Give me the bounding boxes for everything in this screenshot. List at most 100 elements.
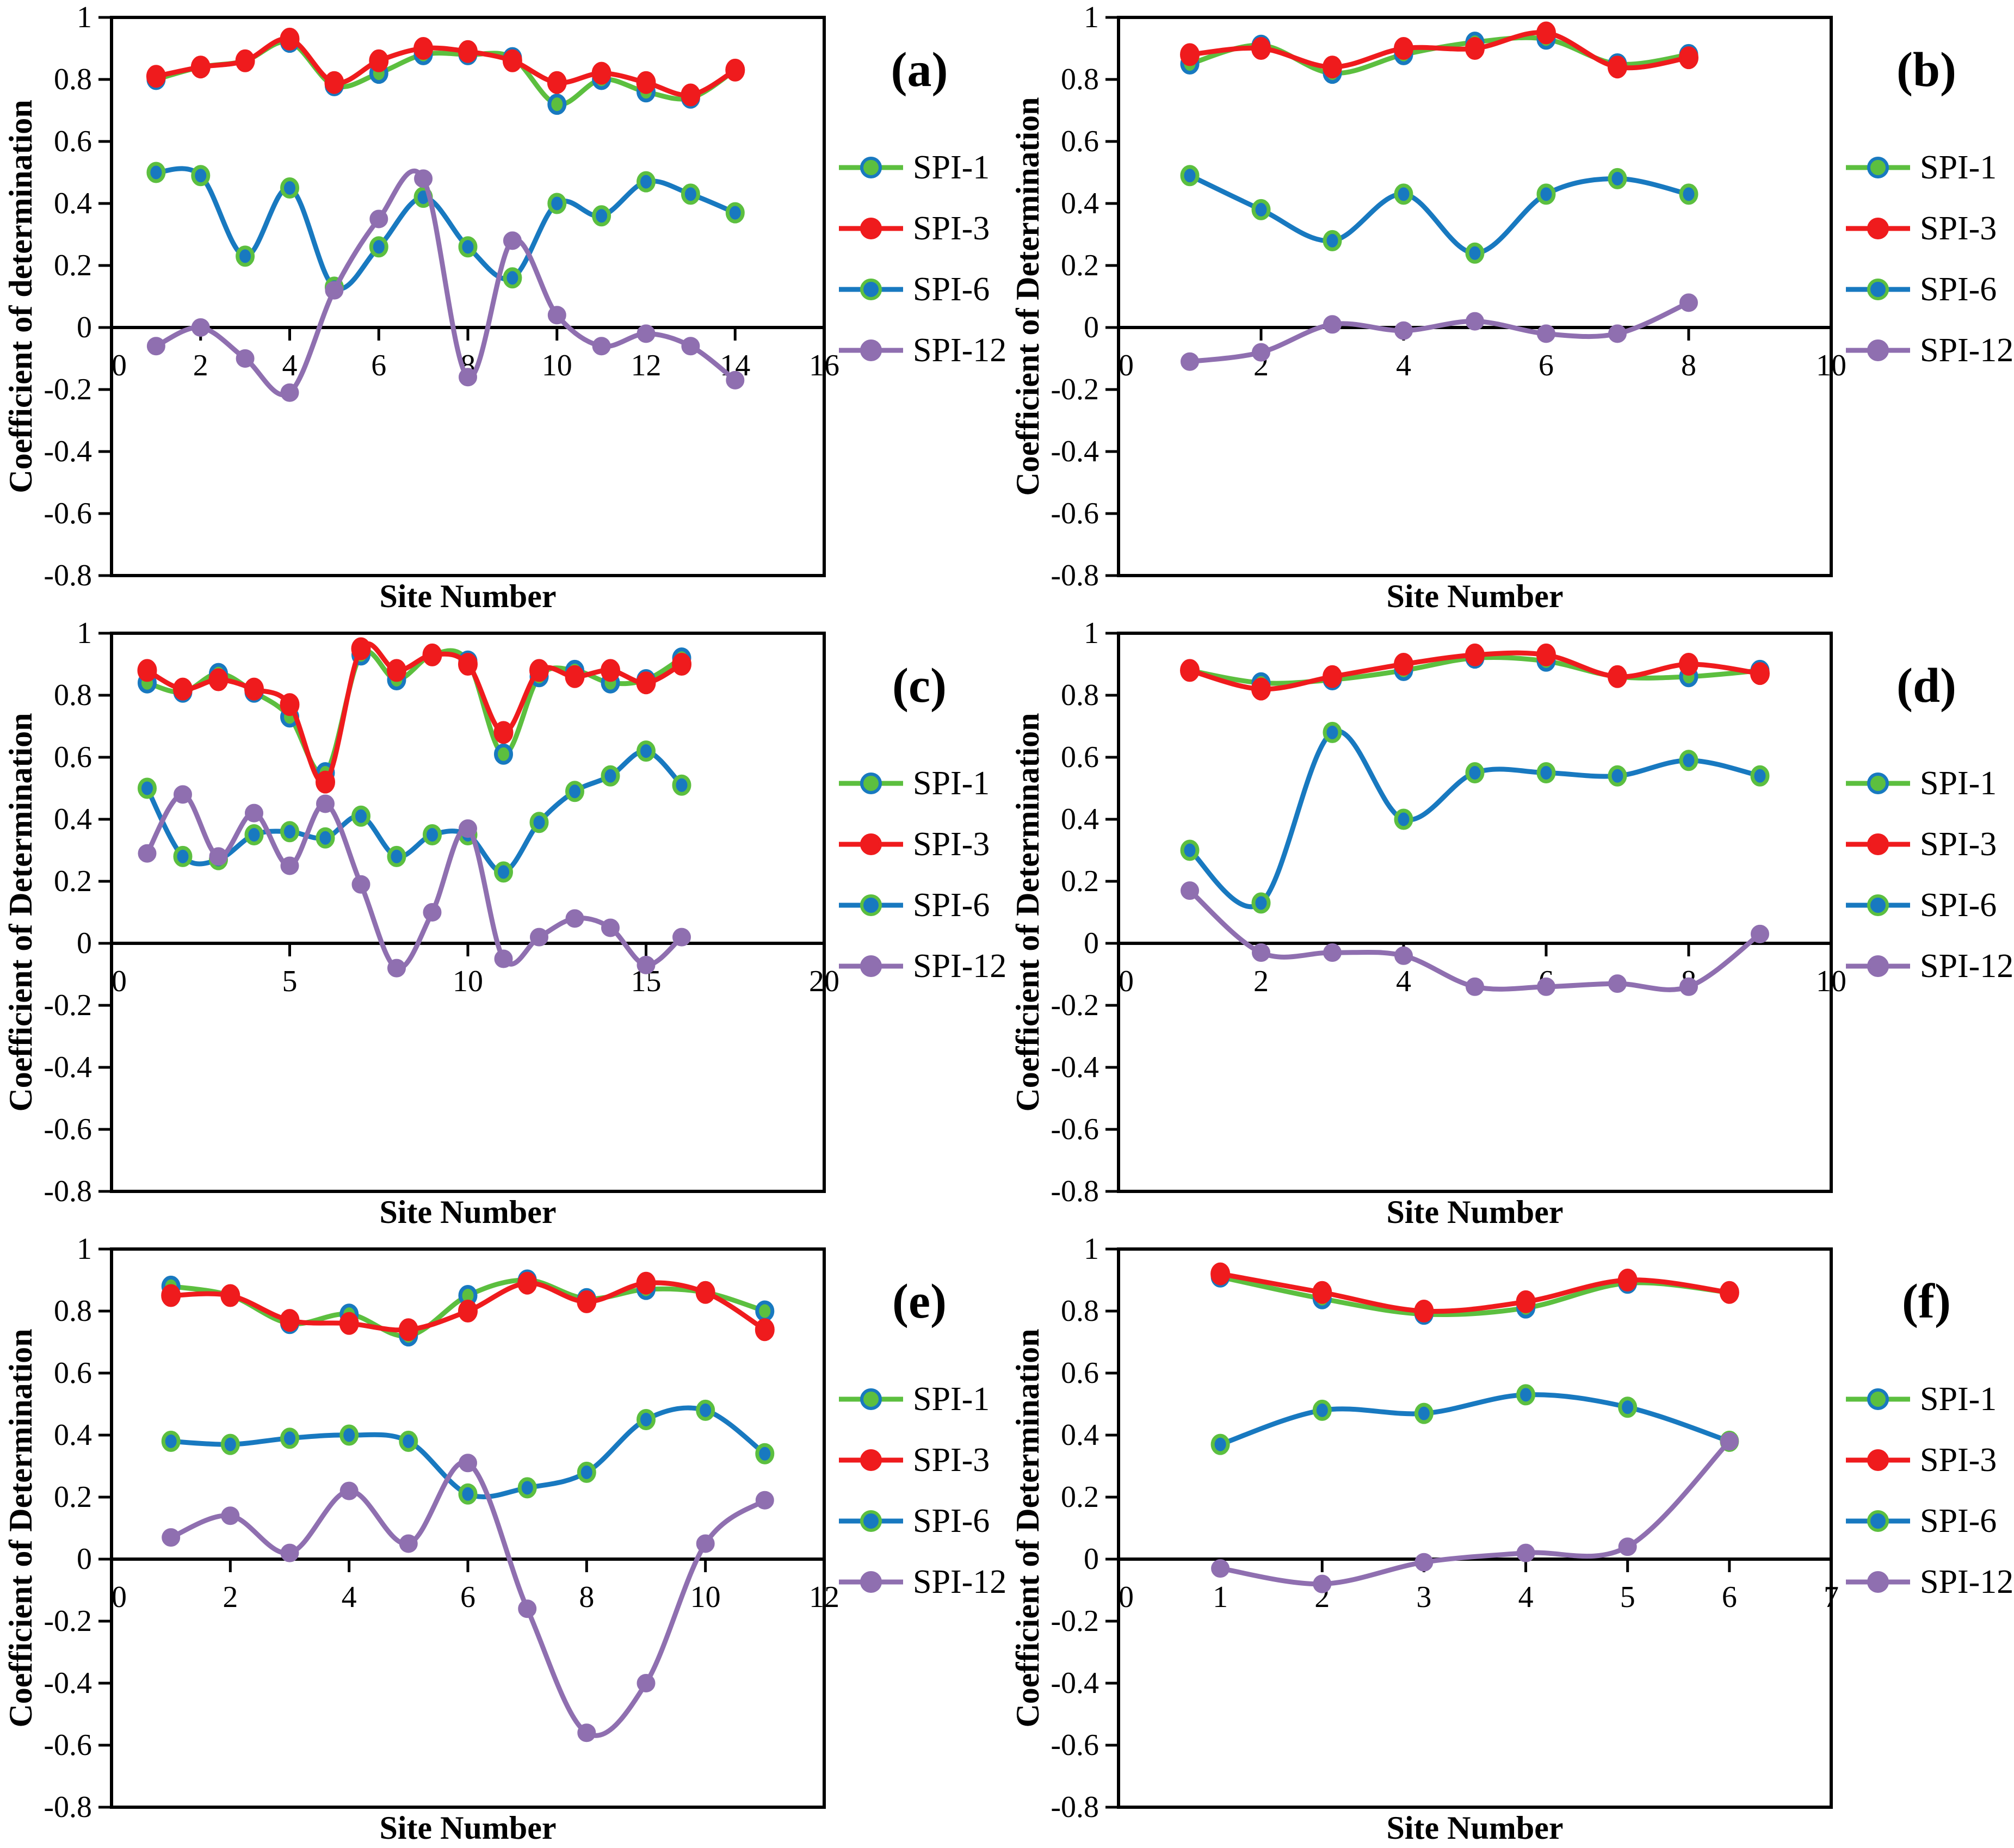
y-tick-label: -0.2 — [1051, 373, 1099, 406]
spi-6-marker — [1536, 762, 1556, 783]
y-tick-label: 0.4 — [1061, 187, 1099, 220]
spi-3-marker — [235, 49, 255, 72]
legend-marker-swatch — [1867, 157, 1889, 178]
spi-3-marker — [208, 668, 228, 691]
legend-marker-swatch — [860, 1388, 882, 1410]
spi-3-marker — [146, 65, 166, 88]
spi-3-marker — [577, 1290, 597, 1313]
spi-12-marker — [637, 955, 656, 974]
x-tick-label: 0 — [112, 1580, 127, 1614]
y-tick-label: 0.8 — [1061, 678, 1099, 712]
spi-12-marker — [459, 819, 477, 838]
legend-item-spi-6: SPI-6 — [839, 271, 990, 308]
legend-marker-swatch — [860, 1510, 882, 1532]
legend-item-spi-6: SPI-6 — [1846, 271, 1997, 308]
y-tick-label: -0.4 — [44, 1666, 92, 1700]
spi-3-marker — [220, 1284, 240, 1307]
spi-12-marker — [1608, 324, 1627, 343]
spi-3-marker — [547, 71, 567, 94]
spi-12-marker — [1608, 974, 1627, 993]
x-tick-label: 20 — [809, 965, 839, 998]
spi-3-marker — [1536, 643, 1556, 666]
spi-3-marker — [1679, 653, 1698, 676]
plot-border — [110, 632, 826, 1193]
spi-3-marker — [1414, 1300, 1434, 1322]
panel-label-e: (e) — [892, 1275, 947, 1328]
legend-marker-swatch — [860, 339, 882, 361]
spi-12-marker — [245, 804, 263, 823]
spi-6-marker — [529, 812, 549, 833]
spi-12-marker — [399, 1534, 418, 1553]
spi-1-marker — [494, 743, 513, 765]
y-tick-label: 1 — [1084, 1, 1099, 34]
spi-12-marker — [530, 928, 548, 947]
y-tick-label: 1 — [77, 1, 92, 34]
legend-item-spi-6: SPI-6 — [839, 887, 990, 924]
legend-label: SPI-1 — [913, 149, 990, 186]
spi-12-marker — [1618, 1537, 1637, 1556]
panel-label-b: (b) — [1896, 43, 1956, 97]
spi-6-marker — [1618, 1396, 1638, 1418]
x-tick-label: 6 — [1722, 1580, 1737, 1614]
spi-6-marker — [681, 183, 700, 205]
x-axis-title: Site Number — [1387, 1194, 1564, 1230]
x-tick-label: 0 — [112, 349, 127, 382]
y-tick-label: 0.6 — [54, 125, 92, 158]
legend-item-spi-12: SPI-12 — [1846, 1563, 2013, 1600]
x-tick-label: 5 — [282, 965, 298, 998]
y-tick-label: 0.4 — [1061, 802, 1099, 836]
spi-3-marker — [351, 637, 371, 660]
spi-12-line — [1187, 888, 1763, 992]
legend-label: SPI-12 — [913, 948, 1006, 985]
spi-3-marker — [137, 659, 157, 682]
x-tick-label: 0 — [1119, 965, 1134, 998]
spi-6-marker — [280, 1427, 299, 1449]
spi-3-marker — [636, 671, 656, 695]
legend-item-spi-12: SPI-12 — [839, 948, 1006, 985]
spi-12-marker — [387, 959, 406, 978]
spi-6-marker — [565, 781, 584, 802]
spi-6-marker — [1180, 839, 1200, 861]
spi-6-marker — [696, 1399, 715, 1421]
spi-3-marker — [1516, 1290, 1536, 1313]
spi-3-marker — [529, 659, 549, 682]
spi-12-marker — [1181, 352, 1199, 371]
x-tick-label: 12 — [809, 1580, 839, 1614]
spi-12-line — [1218, 1438, 1732, 1587]
spi-3-marker — [413, 37, 434, 60]
spi-6-marker — [138, 777, 157, 799]
legend-marker-swatch — [1867, 833, 1889, 855]
panel-b: 1 0.8 0.6 0.4 0.2 0 -0.2 -0.4 -0.6 -0.8 0 2 4 6 8 10 Sit… — [1007, 0, 2014, 616]
spi-3-marker — [324, 71, 344, 94]
y-tick-label: -0.6 — [1051, 1728, 1099, 1762]
spi-3-marker — [422, 643, 442, 666]
plot-border — [1117, 1247, 1833, 1809]
legend-label: SPI-3 — [913, 1442, 990, 1479]
legend-item-spi-12: SPI-12 — [1846, 948, 2013, 985]
legend-label: SPI-1 — [1920, 1381, 1997, 1418]
y-tick-label: -0.2 — [44, 373, 92, 406]
spi-12-marker — [236, 349, 255, 368]
spi-6-marker — [1312, 1399, 1332, 1421]
spi-6-marker — [577, 1461, 596, 1483]
legend-label: SPI-12 — [1920, 332, 2013, 369]
plot-border — [1117, 16, 1833, 577]
spi-6-marker — [339, 1424, 359, 1446]
spi-12-marker — [1211, 1559, 1230, 1578]
spi-12-marker — [681, 337, 700, 356]
spi-12-marker — [1414, 1553, 1434, 1572]
spi-12-marker — [503, 231, 522, 250]
legend-label: SPI-12 — [913, 1563, 1006, 1600]
x-tick-label: 10 — [453, 965, 483, 998]
spi-12-marker — [369, 209, 388, 228]
legend-marker-swatch — [1867, 955, 1889, 977]
legend-marker-swatch — [860, 772, 882, 794]
chart-panel-b: 10.80.60.40.20-0.2-0.4-0.6-0.80 2 4 6 8 10Sit… — [1010, 1, 2013, 614]
y-tick-label: 0.4 — [54, 802, 92, 836]
y-tick-label: 1 — [1084, 1232, 1099, 1266]
x-tick-label: 7 — [1824, 1580, 1839, 1614]
spi-12-marker — [280, 1543, 299, 1562]
spi-12-marker — [1537, 977, 1555, 996]
spi-1-marker — [755, 1300, 775, 1322]
